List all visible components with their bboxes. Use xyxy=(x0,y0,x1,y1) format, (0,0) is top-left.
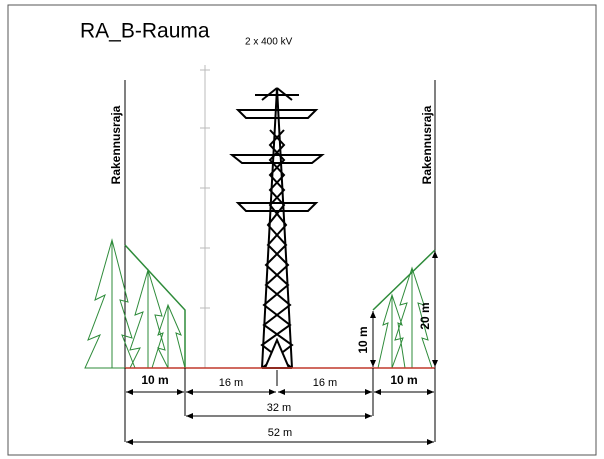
boundary-label: Rakennusraja xyxy=(109,105,123,184)
dimension-label: 16 m xyxy=(313,377,337,389)
dimension-label: 16 m xyxy=(219,377,243,389)
title: RA_B-Rauma xyxy=(80,20,210,43)
clearance-line xyxy=(372,249,436,311)
dimension-label: 20 m xyxy=(418,302,432,329)
dimension-lines xyxy=(126,389,434,445)
dimension-label: 10 m xyxy=(141,373,168,387)
frame xyxy=(7,4,597,456)
dimension-label: 52 m xyxy=(268,427,292,439)
scale-pole xyxy=(200,65,210,368)
subtitle: 2 x 400 kV xyxy=(245,37,293,48)
dimension-label: 10 m xyxy=(390,373,417,387)
clearance-line xyxy=(124,244,186,368)
dimension-label: 32 m xyxy=(267,402,291,414)
dimension-label: 10 m xyxy=(356,326,370,353)
boundary-label: Rakennusraja xyxy=(420,105,434,184)
extension-lines xyxy=(124,368,436,442)
